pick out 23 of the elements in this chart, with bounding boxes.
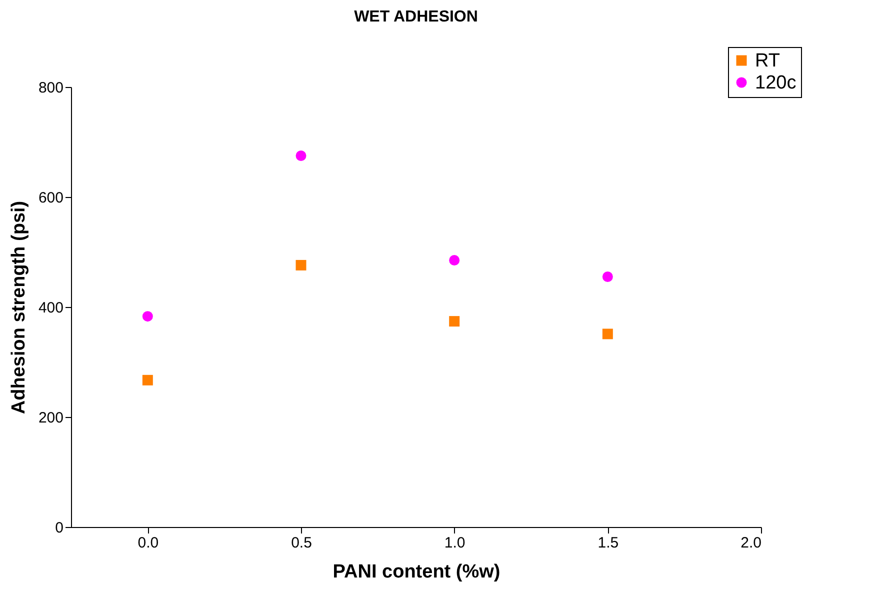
point (296, 150, 306, 161)
y-tick-label: 800 (38, 80, 64, 96)
legend-label: 120c (755, 72, 796, 94)
point (602, 272, 613, 282)
x-tick-label: 1.0 (444, 534, 466, 552)
y-tick-label: 600 (38, 190, 64, 206)
y-tick-label: 400 (38, 300, 64, 316)
point (142, 311, 153, 322)
x-tick-label: 0.5 (291, 534, 312, 552)
y-axis-title: Adhesion strength (psi) (8, 200, 30, 414)
x-tick-label: 1.5 (598, 534, 619, 552)
y-tick-label: 0 (55, 520, 64, 536)
point (142, 374, 153, 386)
y-tick-label: 200 (38, 410, 64, 426)
point (449, 316, 460, 327)
chart-title: WET ADHESION (354, 8, 478, 26)
point (602, 328, 613, 340)
x-tick-label: 0.0 (138, 534, 159, 552)
x-tick-label: 2.0 (740, 534, 762, 552)
x-axis-title: PANI content (%w) (332, 562, 500, 582)
legend-label: RT (755, 50, 780, 72)
point (449, 255, 460, 266)
point (296, 260, 306, 270)
